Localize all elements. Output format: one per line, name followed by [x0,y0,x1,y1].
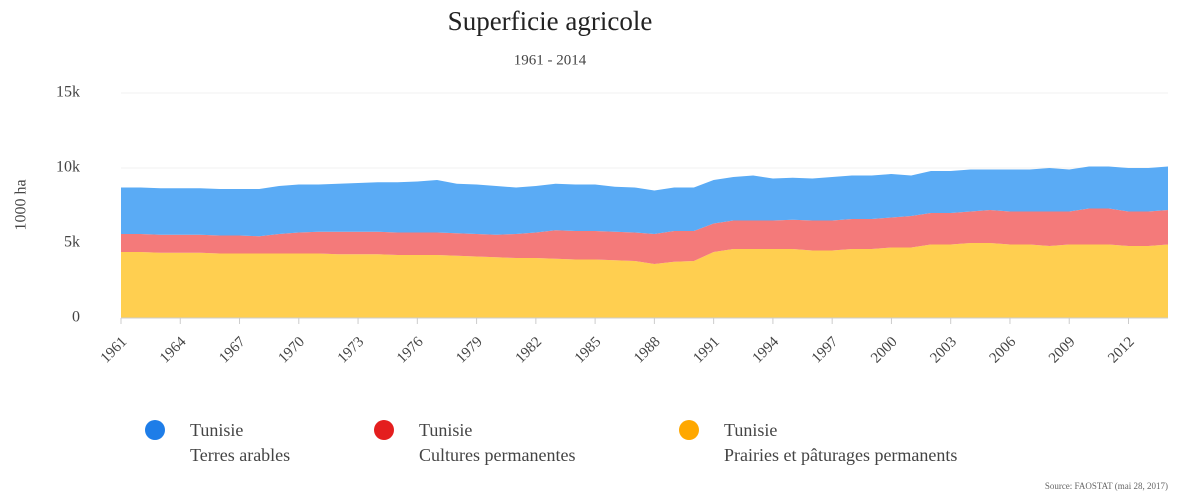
x-tick-label: 1994 [750,334,783,367]
x-tick-label: 2006 [987,334,1020,367]
x-tick-label: 2012 [1105,334,1138,367]
x-tick-label: 1967 [216,334,249,367]
source: Source: FAOSTAT (mai 28, 2017) [1045,481,1168,491]
x-tick-label: 2000 [868,334,901,367]
legend-marker [374,420,394,440]
y-tick-label: 5k [64,234,80,251]
legend-marker [145,420,165,440]
chart-subtitle: 1961 - 2014 [514,52,587,68]
y-tick-label: 15k [56,84,80,101]
legend-label: Cultures permanentes [419,445,575,465]
legend-label: Tunisie [419,420,472,440]
x-tick-label: 1964 [157,334,190,367]
x-tick-label: 1985 [572,334,605,367]
x-tick-label: 2003 [927,334,960,367]
legend-label: Tunisie [724,420,777,440]
chart-title: Superficie agricole [448,6,653,36]
x-tick-label: 1970 [276,334,309,367]
legend-label: Prairies et pâturages permanents [724,445,957,465]
x-tick-label: 1991 [690,334,723,367]
legend-marker [679,420,699,440]
x-tick-label: 1997 [809,334,842,367]
legend-label: Tunisie [190,420,243,440]
area [121,208,1168,264]
x-tick-label: 1979 [453,334,486,367]
area [121,166,1168,237]
x-tick-label: 1976 [394,334,427,367]
x-tick-label: 1982 [513,334,546,367]
y-axis-label: 1000 ha [13,179,30,230]
area [121,243,1168,318]
x-tick-label: 2009 [1046,334,1079,367]
x-tick-label: 1961 [98,334,131,367]
y-tick-label: 0 [72,309,80,326]
y-tick-label: 10k [56,159,80,176]
x-tick-label: 1973 [335,334,368,367]
legend-label: Terres arables [190,445,290,465]
x-tick-label: 1988 [631,334,664,367]
